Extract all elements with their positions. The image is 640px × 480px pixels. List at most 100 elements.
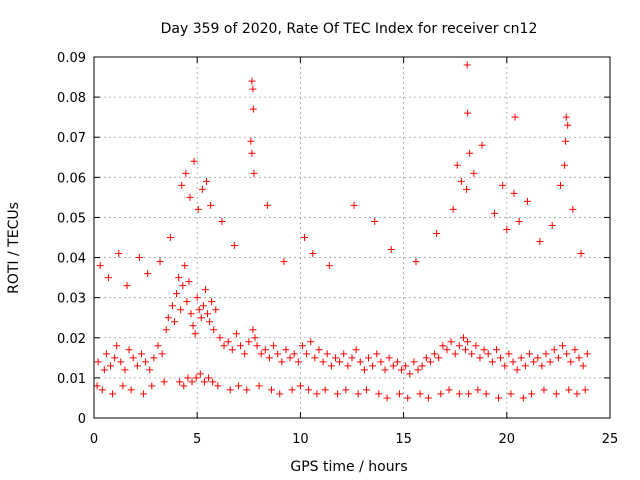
data-point (476, 354, 484, 362)
data-point (497, 354, 505, 362)
data-point (463, 185, 471, 193)
data-point (480, 346, 488, 354)
data-point (296, 382, 304, 390)
data-point (207, 201, 215, 209)
x-tick-labels: 0 5 10 15 20 25 (90, 432, 618, 447)
data-point (100, 366, 108, 374)
data-point (540, 386, 548, 394)
y-tick-label: 0.09 (57, 51, 86, 66)
data-point (179, 282, 187, 290)
data-point (340, 350, 348, 358)
data-point (474, 386, 482, 394)
data-point (466, 149, 474, 157)
x-axis-title: GPS time / hours (290, 459, 407, 475)
data-point (406, 370, 414, 378)
data-point (468, 350, 476, 358)
data-point (268, 386, 276, 394)
data-point (451, 350, 459, 358)
data-point (107, 362, 115, 370)
data-point (414, 366, 422, 374)
data-point (156, 258, 164, 266)
data-point (402, 362, 410, 370)
data-point (214, 382, 222, 390)
y-tick-label: 0.06 (57, 171, 86, 186)
data-point (383, 394, 391, 402)
data-point (534, 354, 542, 362)
data-point (562, 113, 570, 121)
data-point (431, 350, 439, 358)
data-point (563, 350, 571, 358)
data-point (463, 61, 471, 69)
data-point (526, 350, 534, 358)
data-point (265, 354, 273, 362)
data-point (200, 378, 208, 386)
data-point (117, 358, 125, 366)
data-point (197, 314, 205, 322)
data-point (552, 390, 560, 398)
data-point (247, 137, 255, 145)
data-point (241, 350, 249, 358)
data-point (104, 274, 112, 282)
data-point (193, 294, 201, 302)
data-point (251, 334, 259, 342)
data-point (146, 366, 154, 374)
data-point (412, 258, 420, 266)
data-point (410, 358, 418, 366)
data-point (521, 362, 529, 370)
data-point (509, 358, 517, 366)
data-point (492, 346, 500, 354)
data-point (245, 338, 253, 346)
data-point (387, 246, 395, 254)
axis-ticks (93, 56, 611, 419)
data-point (325, 262, 333, 270)
data-point (455, 390, 463, 398)
data-point (198, 185, 206, 193)
chart-title: Day 359 of 2020, Rate Of TEC Index for r… (161, 21, 538, 37)
data-point (360, 366, 368, 374)
data-point (350, 201, 358, 209)
data-point (459, 334, 467, 342)
data-point (447, 338, 455, 346)
data-point (542, 350, 550, 358)
data-point (94, 358, 102, 366)
data-point (276, 390, 284, 398)
data-point (186, 193, 194, 201)
data-point (196, 370, 204, 378)
data-point (102, 350, 110, 358)
y-tick-label: 0.01 (57, 372, 86, 387)
data-point (234, 382, 242, 390)
data-point (208, 298, 216, 306)
data-point (257, 350, 265, 358)
data-point (478, 141, 486, 149)
data-point (381, 366, 389, 374)
x-tick-label: 15 (395, 432, 412, 447)
data-point (305, 386, 313, 394)
y-tick-label: 0.05 (57, 211, 86, 226)
data-point (511, 113, 519, 121)
data-point (237, 342, 245, 350)
data-point (216, 334, 224, 342)
data-point (375, 390, 383, 398)
data-point (148, 382, 156, 390)
data-point (194, 205, 202, 213)
data-point (270, 342, 278, 350)
data-point (160, 378, 168, 386)
data-point (389, 362, 397, 370)
data-point (185, 278, 193, 286)
data-point (559, 342, 567, 350)
data-point (550, 346, 558, 354)
data-point (437, 390, 445, 398)
data-point (170, 318, 178, 326)
data-point (499, 181, 507, 189)
data-point (385, 354, 393, 362)
data-point (286, 354, 294, 362)
data-point (209, 378, 217, 386)
data-point (129, 354, 137, 362)
data-point (464, 338, 472, 346)
data-point (426, 358, 434, 366)
data-point (319, 358, 327, 366)
data-point (182, 169, 190, 177)
data-point (422, 354, 430, 362)
data-point (150, 354, 158, 362)
data-point (377, 358, 385, 366)
